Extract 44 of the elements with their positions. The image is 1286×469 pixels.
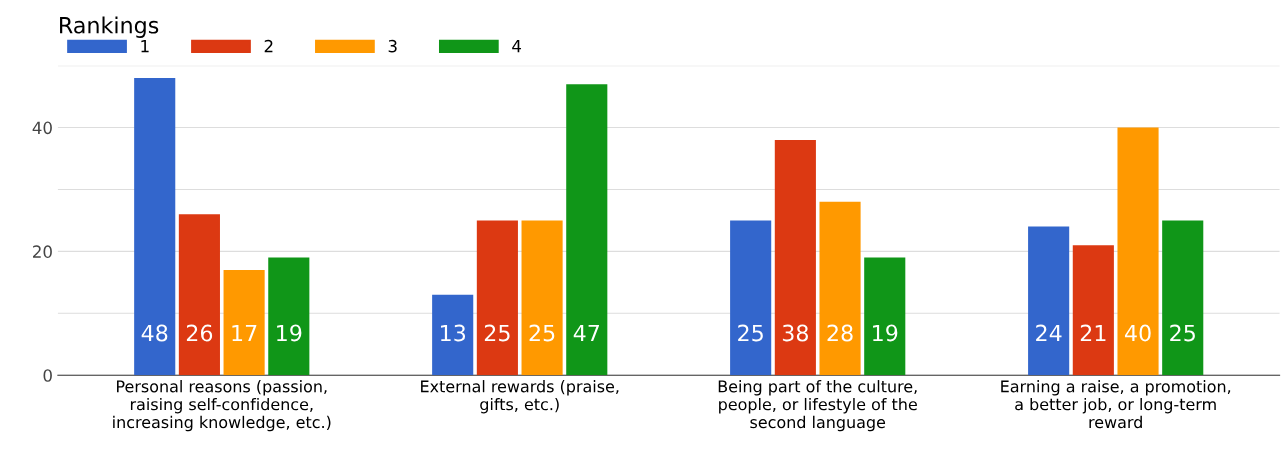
data-label: 40 — [1124, 324, 1151, 342]
y-tick-label: 40 — [32, 121, 52, 135]
bar — [178, 214, 220, 376]
bar — [1028, 226, 1070, 376]
data-label: 19 — [873, 324, 898, 342]
bar — [521, 220, 563, 376]
data-label: 21 — [1080, 324, 1106, 342]
data-label: 38 — [782, 324, 808, 342]
x-tick-label: Being part of the culture, people, or lifestyle of the second language — [718, 380, 917, 432]
data-label: 28 — [827, 324, 853, 342]
bar — [819, 201, 861, 376]
data-label: 25 — [484, 324, 510, 342]
data-label: 25 — [529, 324, 555, 342]
chart-title: Rankings — [60, 16, 159, 38]
legend-label: 1 — [141, 40, 149, 53]
x-tick-label: External rewards (praise, gifts, etc.) — [421, 380, 619, 414]
bar — [1117, 127, 1159, 376]
data-label: 17 — [232, 324, 257, 342]
data-label: 25 — [738, 324, 763, 342]
bar — [566, 84, 608, 376]
x-tick-label: Earning a raise, a promotion, a better job, or long-term reward — [1001, 380, 1231, 429]
bar — [268, 257, 310, 376]
data-label: 19 — [277, 324, 302, 342]
data-label: 13 — [440, 324, 466, 342]
legend-label: 3 — [388, 39, 397, 53]
data-label: 47 — [573, 324, 600, 342]
bar — [223, 269, 265, 376]
bar — [1162, 220, 1204, 376]
bar — [432, 294, 474, 376]
bar — [476, 220, 518, 376]
data-label: 48 — [141, 324, 168, 342]
bar — [774, 139, 816, 376]
y-tick-label: 20 — [33, 245, 52, 258]
bar — [864, 257, 906, 376]
legend-label: 4 — [512, 40, 522, 53]
y-tick-label: 0 — [43, 369, 52, 382]
data-label: 25 — [1170, 324, 1195, 342]
data-label: 26 — [186, 324, 213, 342]
bar — [134, 78, 176, 376]
bar — [1072, 245, 1114, 376]
legend-label: 2 — [264, 39, 273, 53]
bar — [730, 220, 772, 376]
data-label: 24 — [1036, 324, 1062, 342]
x-tick-label: Personal reasons (passion, raising self-confidence, increasing knowledge, etc.) — [113, 380, 331, 432]
